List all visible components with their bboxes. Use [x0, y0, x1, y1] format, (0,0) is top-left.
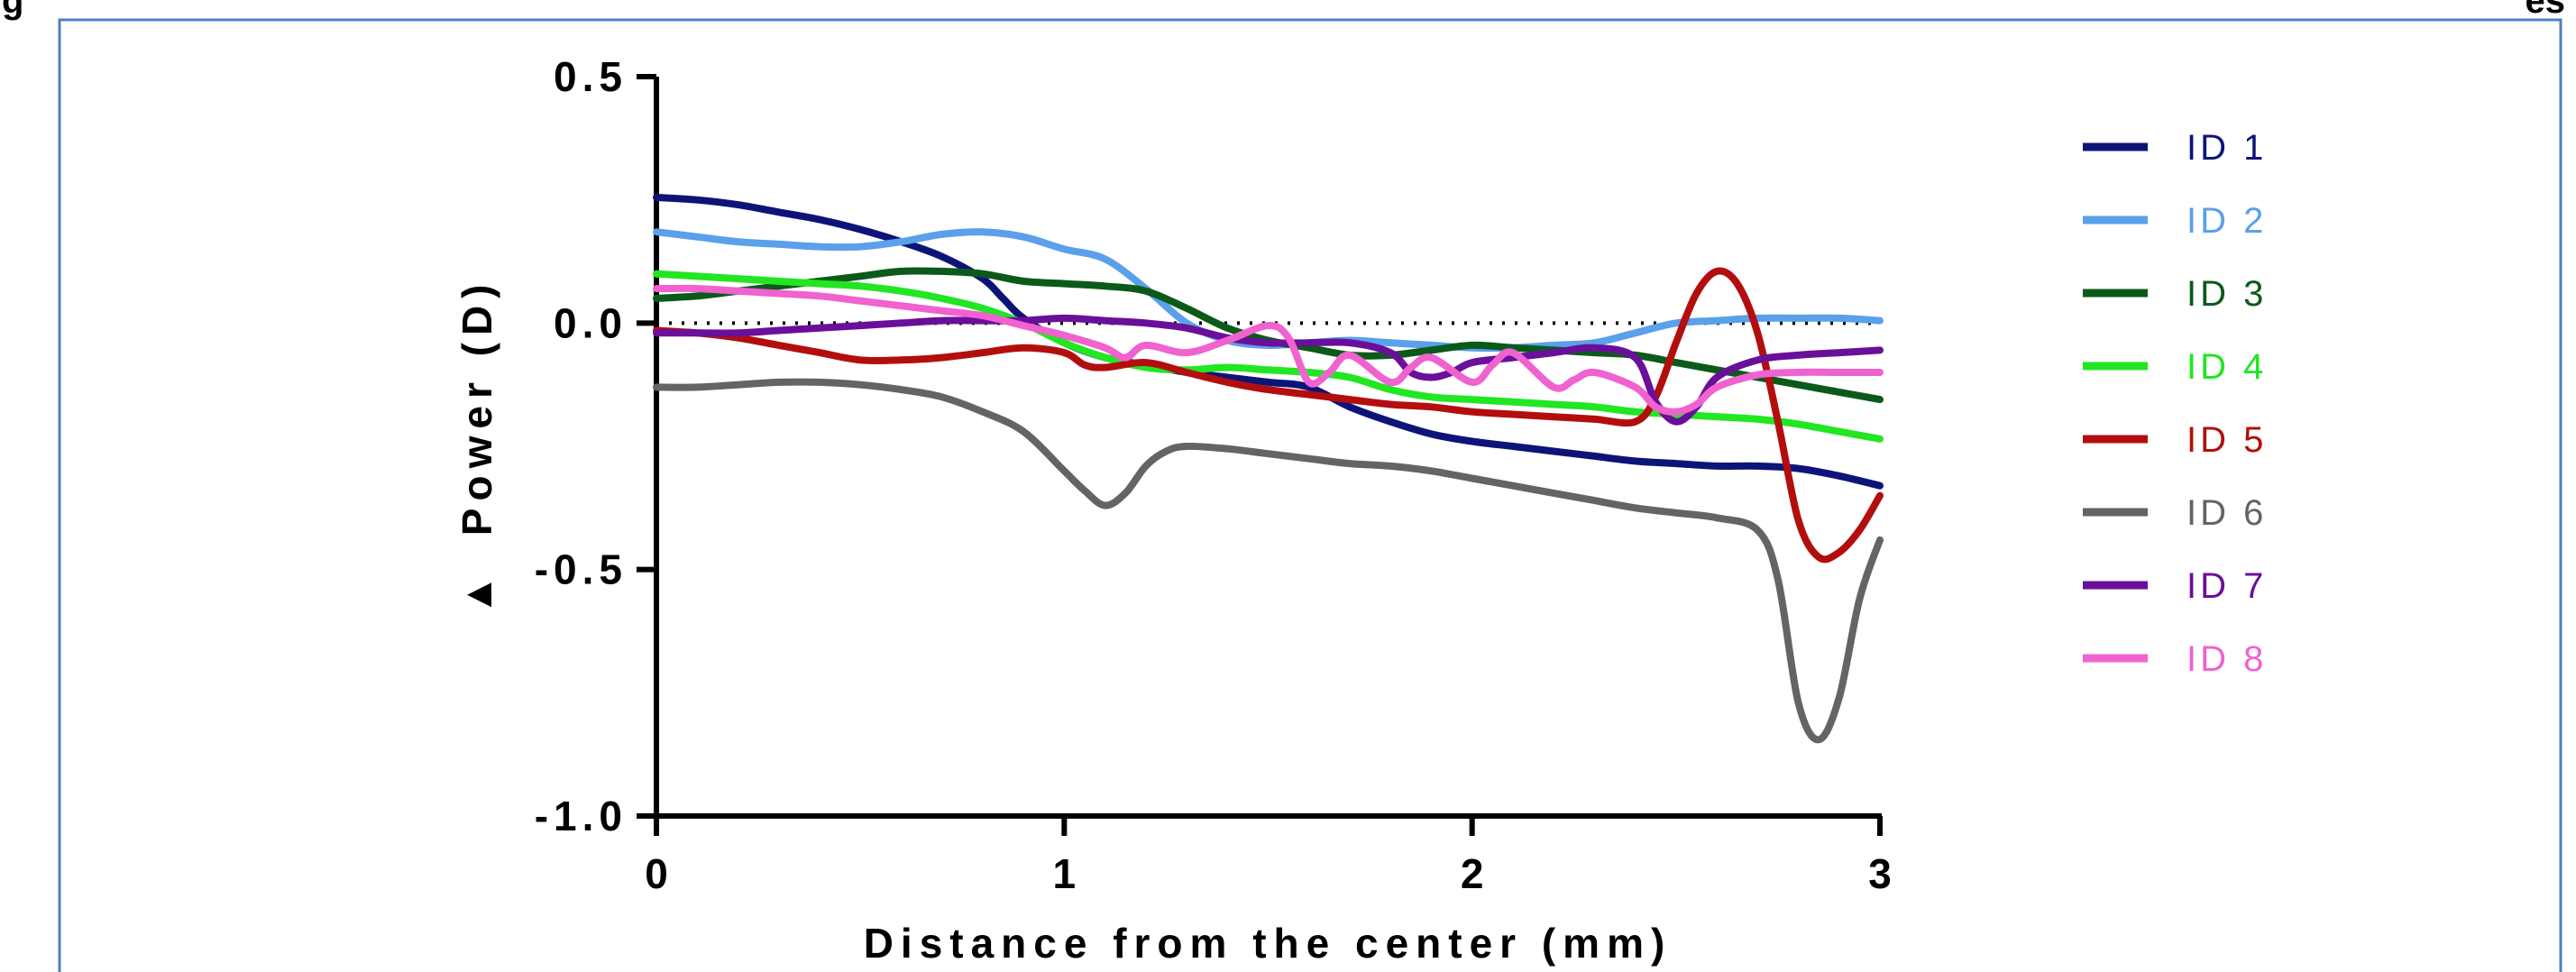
legend-label-id-1: ID 1	[2186, 128, 2267, 168]
legend: ID 1 ID 2 ID 3 ID 4 ID 5 ID 6 ID 7 ID 8	[2083, 128, 2267, 679]
x-tick-label: 1	[1053, 850, 1082, 897]
y-tick-label: -0.5	[535, 546, 628, 593]
legend-label-id-2: ID 2	[2186, 201, 2267, 241]
series-line-id-7	[653, 314, 1884, 426]
legend-label-id-8: ID 8	[2186, 639, 2267, 679]
x-tick-label: 3	[1868, 850, 1897, 897]
legend-label-id-7: ID 7	[2186, 566, 2267, 606]
legend-label-id-5: ID 5	[2186, 420, 2267, 460]
legend-label-id-4: ID 4	[2186, 347, 2267, 387]
x-ticks: 0 1 2 3	[645, 816, 1897, 897]
svg-text:▲ Power (D): ▲ Power (D)	[454, 278, 500, 616]
figure-caption-fragment-right: es	[2526, 0, 2566, 21]
y-axis-title: ▲ Power (D)	[454, 278, 500, 616]
series-line-id-1	[653, 193, 1884, 490]
x-tick-label: 2	[1461, 850, 1490, 897]
legend-label-id-3: ID 3	[2186, 274, 2267, 314]
y-axis-title-text: Power (D)	[454, 278, 500, 536]
series-lines	[653, 193, 1884, 744]
x-axis-title: Distance from the center (mm)	[864, 920, 1673, 967]
y-tick-label: -1.0	[535, 793, 628, 839]
figure-frame	[58, 18, 2562, 972]
legend-label-id-6: ID 6	[2186, 493, 2267, 533]
y-tick-label: 0.0	[554, 299, 628, 346]
y-ticks: 0.5 0.0 -0.5 -1.0	[535, 53, 656, 839]
x-tick-label: 0	[645, 850, 674, 897]
y-axis-title-symbol: ▲	[454, 567, 500, 616]
figure-caption-fragment-left: g	[2, 0, 23, 21]
series-line-id-6	[653, 378, 1884, 744]
series-line-id-8	[653, 284, 1884, 416]
series-line-id-5	[653, 267, 1884, 564]
y-tick-label: 0.5	[554, 53, 628, 100]
